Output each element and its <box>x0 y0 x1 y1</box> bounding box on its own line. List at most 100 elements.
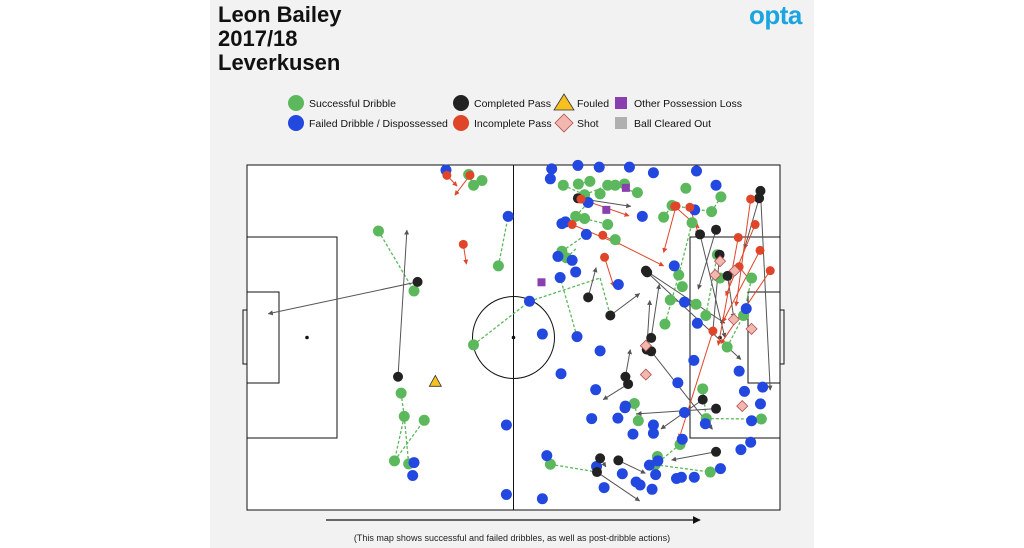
failed-dribble-point <box>500 419 512 431</box>
successful-dribble-point <box>572 178 584 190</box>
successful-dribble-point <box>721 341 733 353</box>
completed-pass-point <box>595 453 606 464</box>
dribble-link <box>529 277 601 302</box>
failed-dribble-point <box>679 407 691 419</box>
failed-dribble-point <box>408 457 420 469</box>
failed-dribble-point <box>616 468 628 480</box>
successful-dribble-point <box>659 318 671 330</box>
failed-dribble-point <box>688 354 700 366</box>
failed-dribble-point <box>652 455 664 467</box>
dribble-link <box>393 419 425 462</box>
shot-point <box>713 255 727 268</box>
failed-dribble-point <box>612 412 624 424</box>
completed-pass-point <box>697 394 708 405</box>
completed-pass-arrow <box>267 281 418 316</box>
failed-dribble-point <box>691 317 703 329</box>
failed-dribble-point <box>580 228 592 240</box>
failed-dribble-point <box>586 413 598 425</box>
successful-dribble-point <box>544 458 556 470</box>
failed-dribble-point <box>572 159 584 171</box>
completed-pass-point <box>711 224 722 235</box>
failed-dribble-point <box>672 377 684 389</box>
shot-point <box>727 313 740 326</box>
incomplete-pass-point <box>733 232 743 242</box>
dribble-link <box>473 300 530 346</box>
shot-point <box>736 400 749 413</box>
successful-dribble-point <box>372 225 384 237</box>
failed-dribble-point <box>699 418 711 430</box>
completed-pass-arrow <box>587 267 598 298</box>
completed-pass-arrow <box>397 229 410 377</box>
completed-pass-point <box>412 276 423 287</box>
successful-dribble-point <box>395 387 407 399</box>
shot-point <box>639 368 652 381</box>
failed-dribble-point <box>570 266 582 278</box>
failed-dribble-point <box>636 210 648 222</box>
chart-legend: Successful Dribble Failed Dribble / Dispo… <box>288 93 742 133</box>
incomplete-pass-point <box>755 245 765 255</box>
failed-dribble-point <box>598 482 610 494</box>
failed-dribble-point <box>647 427 659 439</box>
right-goal <box>779 309 785 365</box>
legend-cleared-icon <box>615 117 627 129</box>
successful-dribble-point <box>579 212 591 224</box>
completed-pass-arrow <box>618 459 646 474</box>
successful-dribble-point <box>557 179 569 191</box>
incomplete-pass-point <box>458 239 468 249</box>
successful-dribble-point <box>476 175 488 187</box>
failed-dribble-point <box>552 250 564 262</box>
incomplete-pass-point <box>442 170 452 180</box>
failed-dribble-point <box>676 433 688 445</box>
dribble-link <box>562 184 585 196</box>
incomplete-pass-point <box>567 220 577 230</box>
completed-pass-point <box>623 379 634 390</box>
failed-dribble-point <box>627 428 639 440</box>
legend-incomplete-pass-label: Incomplete Pass <box>474 118 552 130</box>
failed-dribble-point <box>746 415 758 427</box>
shot-point <box>639 339 652 352</box>
dribble-link <box>393 416 405 461</box>
failed-dribble-point <box>650 469 662 481</box>
fouled-point <box>428 374 443 387</box>
season-label: 2017/18 <box>218 26 298 51</box>
failed-dribble-point <box>612 278 624 290</box>
failed-dribble-point <box>594 345 606 357</box>
legend-shot-icon <box>554 113 574 133</box>
successful-dribble-point <box>680 182 692 194</box>
failed-dribble-point <box>690 165 702 177</box>
dribble-link <box>403 416 410 464</box>
successful-dribble-point <box>755 413 767 425</box>
completed-pass-point <box>695 229 706 240</box>
failed-dribble-point <box>647 167 659 179</box>
completed-pass-arrow <box>636 408 717 417</box>
completed-pass-point <box>711 403 722 414</box>
successful-dribble-point <box>673 269 685 281</box>
other-loss-point <box>537 278 546 287</box>
successful-dribble-point <box>632 415 644 427</box>
failed-dribble-point <box>546 163 558 175</box>
completed-pass-point <box>755 185 766 196</box>
successful-dribble-point <box>715 191 727 203</box>
failed-dribble-point <box>710 179 722 191</box>
successful-dribble-point <box>418 414 430 426</box>
centre-circle <box>472 296 555 379</box>
failed-dribble-point <box>623 161 635 173</box>
legend-successful-dribble-icon <box>288 95 304 111</box>
successful-dribble-point <box>609 234 621 246</box>
successful-dribble-point <box>602 179 614 191</box>
dribble-link <box>559 277 578 337</box>
completed-pass-arrow <box>697 229 717 290</box>
failed-dribble-point <box>738 385 750 397</box>
failed-dribble-point <box>646 483 658 495</box>
completed-pass-point <box>613 455 624 466</box>
failed-dribble-point <box>407 470 419 481</box>
dribble-link <box>678 222 693 276</box>
failed-dribble-point <box>740 303 752 315</box>
failed-dribble-point <box>555 368 567 380</box>
legend-failed-dribble-icon <box>288 115 304 131</box>
completed-pass-point <box>711 446 722 457</box>
legend-fouled-icon <box>553 93 575 111</box>
dribble-link <box>400 393 405 417</box>
successful-dribble-point <box>706 206 718 218</box>
failed-dribble-point <box>566 254 578 266</box>
